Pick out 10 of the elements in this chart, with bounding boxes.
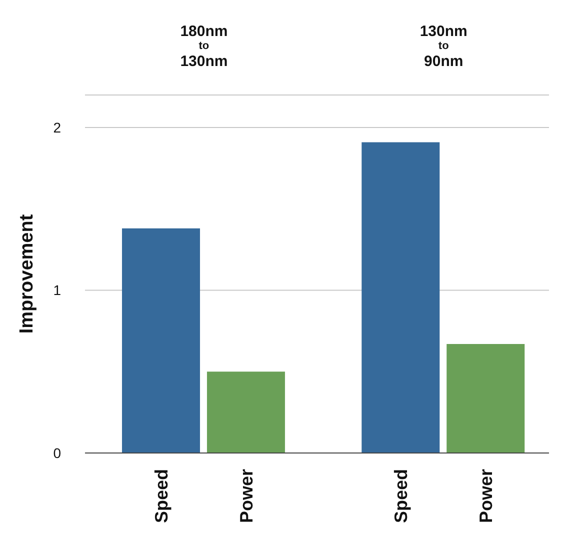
y-tick-label: 2 xyxy=(53,120,62,136)
text: 180nm to 130nm xyxy=(179,23,229,70)
x-tick-label: Speed xyxy=(151,469,172,524)
text: 130nm to 90nm xyxy=(418,23,468,70)
y-tick-label: 1 xyxy=(53,282,62,298)
x-tick-label: Power xyxy=(236,469,256,524)
x-tick-label: Speed xyxy=(391,469,412,524)
x-tick-label: Power xyxy=(476,469,496,524)
y-axis-title: Improvement xyxy=(16,214,38,334)
y-tick-label: 0 xyxy=(53,444,62,461)
